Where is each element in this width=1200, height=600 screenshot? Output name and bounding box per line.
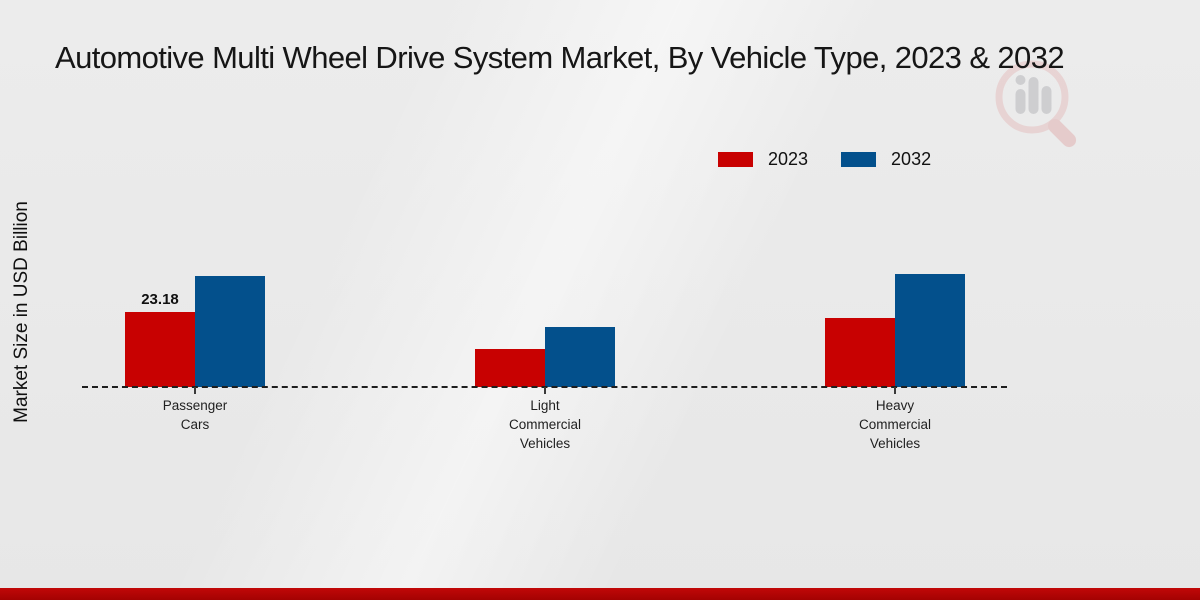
bar-2023-passenger-cars	[125, 312, 195, 387]
bar-2032-heavy-commercial-vehicles	[895, 274, 965, 387]
legend-label-2023: 2023	[768, 148, 809, 169]
chart-title: Automotive Multi Wheel Drive System Mark…	[55, 40, 1065, 75]
x-axis-category-label: Heavy Commercial Vehicles	[858, 398, 931, 451]
legend: 2023 2032	[718, 149, 931, 169]
bar-2032-passenger-cars	[195, 276, 265, 387]
bar-2023-light-commercial-vehicles	[475, 349, 545, 387]
bar-2032-light-commercial-vehicles	[545, 327, 615, 387]
magnifier-bar-chart-logo-icon	[995, 60, 1077, 148]
legend-label-2032: 2032	[891, 148, 932, 169]
bar-value-label: 23.18	[141, 291, 179, 308]
footer-accent-bar	[0, 588, 1200, 600]
bar-2023-heavy-commercial-vehicles	[825, 318, 895, 387]
legend-swatch-2032	[841, 151, 877, 167]
x-axis-category-label: Light Commercial Vehicles	[508, 398, 581, 451]
x-axis-tick	[894, 387, 896, 394]
x-axis-category-label: Passenger Cars	[162, 398, 228, 432]
x-axis-tick	[544, 387, 546, 394]
x-axis-tick	[194, 387, 196, 394]
legend-item-2032: 2032	[841, 149, 931, 170]
legend-swatch-2023	[718, 151, 753, 167]
y-axis-label: Market Size in USD Billion	[11, 201, 32, 423]
legend-item-2023: 2023	[718, 149, 808, 170]
